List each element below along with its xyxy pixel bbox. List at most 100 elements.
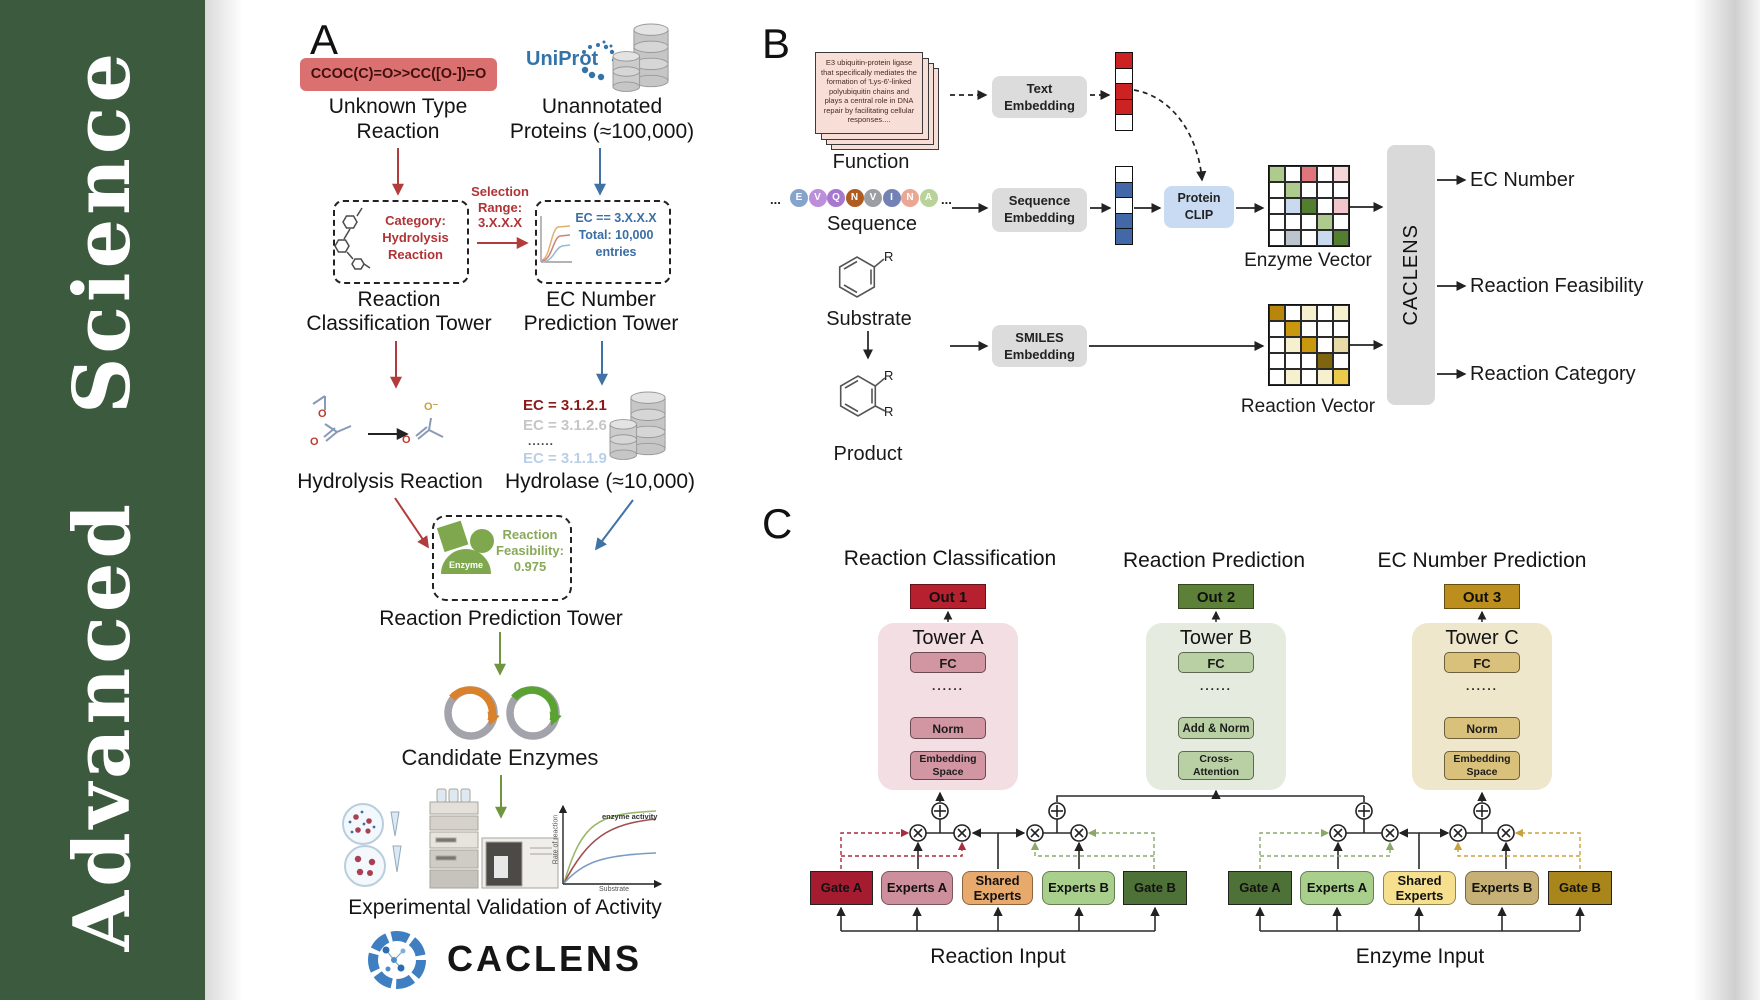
tower-b-title: Tower B <box>1179 627 1253 649</box>
column-heading-reaction-prediction: Reaction Prediction <box>1122 549 1306 572</box>
out-1-box: Out 1 <box>910 584 986 609</box>
petri-dish-icon <box>342 803 402 887</box>
tower-c-title: Tower C <box>1445 627 1519 649</box>
multiply-icon <box>1497 824 1515 842</box>
caclens-wordmark: CACLENS <box>447 938 643 979</box>
vector-cell <box>1317 230 1333 246</box>
vector-cell <box>1301 230 1317 246</box>
multiply-icon <box>1449 824 1467 842</box>
vector-cell <box>1301 353 1317 369</box>
tower-b-fc: FC <box>1178 652 1254 673</box>
residue-circle: I <box>882 189 901 207</box>
journal-sidebar: Advanced Science <box>0 0 205 1000</box>
vector-cell <box>1269 198 1285 214</box>
vector-cell <box>1301 305 1317 321</box>
plot-xlabel: Substrate <box>599 886 629 893</box>
product-molecule-icon <box>839 375 886 417</box>
vector-cell <box>1317 305 1333 321</box>
feasibility-box <box>432 515 572 601</box>
vector-cell <box>1333 321 1349 337</box>
column-heading-ec-number-prediction: EC Number Prediction <box>1377 549 1587 572</box>
experts-b-enzyme: Experts B <box>1465 871 1539 905</box>
vector-cell <box>1301 166 1317 182</box>
hydrolysis-molecules-icon <box>312 395 444 442</box>
sequence-embedding-vector <box>1115 166 1133 246</box>
vector-cell <box>1333 166 1349 182</box>
tower-c-norm: Norm <box>1444 717 1520 739</box>
column-heading-reaction-classification: Reaction Classification <box>843 547 1057 570</box>
vector-cell <box>1317 321 1333 337</box>
smiles-embedding-box: SMILES Embedding <box>992 325 1087 367</box>
reaction-category-text: Category: Hydrolysis Reaction <box>382 213 449 262</box>
vector-cell <box>1317 353 1333 369</box>
vector-cell <box>1269 353 1285 369</box>
reaction-molecules-icon <box>334 207 371 270</box>
vector-cell <box>1285 369 1301 385</box>
add-icon <box>931 802 949 820</box>
vector-cell <box>1269 305 1285 321</box>
vector-cell <box>1317 214 1333 230</box>
enzyme-input-label: Enzyme Input <box>1355 945 1485 968</box>
enzyme-vector-label: Enzyme Vector <box>1244 250 1372 271</box>
tower-a-title: Tower A <box>912 627 984 649</box>
vector-cell <box>1301 321 1317 337</box>
residue-circle: V <box>808 189 827 207</box>
tower-b-add-norm: Add & Norm <box>1178 717 1254 739</box>
ec-list-item: EC = 3.1.1.9 <box>523 450 607 467</box>
classification-tower-label: Reaction Classification Tower <box>306 288 492 335</box>
vector-cell <box>1269 230 1285 246</box>
vector-cell <box>1269 369 1285 385</box>
caclens-module-label: CACLENS <box>1399 224 1422 326</box>
residue-circle: N <box>845 189 864 207</box>
function-card-text: E3 ubiquitin-protein ligase that specifi… <box>821 58 917 124</box>
experts-a-enzyme: Experts A <box>1300 871 1374 905</box>
tower-c-embedding-space: Embedding Space <box>1444 751 1520 780</box>
protein-clip-box: Protein CLIP <box>1164 186 1234 228</box>
r-group-label: R <box>884 404 894 419</box>
multiply-icon <box>1026 824 1044 842</box>
ec-list-item: EC = 3.1.2.6 <box>523 417 607 434</box>
vector-cell <box>1115 228 1133 246</box>
vector-cell <box>1333 182 1349 198</box>
hydrolysis-reaction-label: Hydrolysis Reaction <box>297 470 483 493</box>
function-label: Function <box>832 151 910 173</box>
plot-ylabel: Rate of reaction <box>552 814 560 865</box>
r-group-label: R <box>884 368 894 383</box>
vector-cell <box>1285 305 1301 321</box>
vector-cell <box>1333 214 1349 230</box>
tower-c-fc: FC <box>1444 652 1520 673</box>
ec-list-ellipsis: ...... <box>528 434 555 448</box>
oxygen-anion-atom: O⁻ <box>424 401 439 413</box>
out-2-box: Out 2 <box>1178 584 1254 609</box>
caclens-logo-icon <box>368 931 426 989</box>
vector-cell <box>1285 353 1301 369</box>
panel-c-label: C <box>762 500 793 547</box>
enzyme-badge-label: Enzyme <box>448 560 483 570</box>
unannotated-proteins-label: Unannotated Proteins (≈100,000) <box>509 95 695 143</box>
vector-cell <box>1317 369 1333 385</box>
validation-label: Experimental Validation of Activity <box>348 896 662 919</box>
reaction-vector-label: Reaction Vector <box>1240 396 1376 417</box>
multiply-icon <box>1070 824 1088 842</box>
hplc-instrument-icon <box>429 788 559 889</box>
experts-a-reaction: Experts A <box>881 871 953 905</box>
vector-cell <box>1317 166 1333 182</box>
journal-title: Advanced Science <box>56 48 148 952</box>
vector-cell <box>1333 305 1349 321</box>
residue-circle: A <box>919 189 938 207</box>
moe-wiring <box>836 789 1585 932</box>
uniprot-logo-text: UniProt <box>526 48 599 70</box>
vector-cell <box>1301 337 1317 353</box>
uniprot-logo-dots <box>581 40 617 81</box>
substrate-molecule-icon <box>838 256 885 298</box>
substrate-label: Substrate <box>826 308 912 330</box>
vector-cell <box>1285 230 1301 246</box>
candidate-enzymes-label: Candidate Enzymes <box>401 745 599 770</box>
gate-a-reaction: Gate A <box>810 871 873 905</box>
database-icon <box>612 23 669 92</box>
function-card-stack: E3 ubiquitin-protein ligase that specifi… <box>815 52 940 152</box>
residue-circle: N <box>901 189 919 207</box>
gate-b-reaction: Gate B <box>1123 871 1187 905</box>
vector-cell <box>1285 166 1301 182</box>
